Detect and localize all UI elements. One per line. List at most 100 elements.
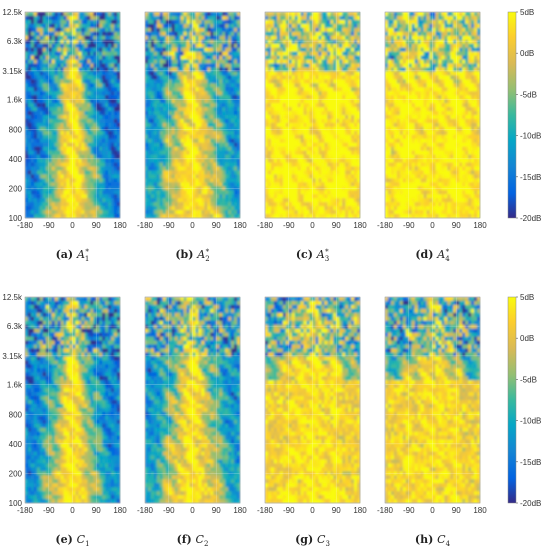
heatmap-cell [213,122,217,128]
heatmap-cell [276,39,281,45]
heatmap-cell [357,95,361,100]
heatmap-cell [117,158,121,163]
heatmap-cell [207,126,211,132]
heatmap-cell [279,182,284,187]
heatmap-cell [111,115,115,120]
heatmap-cell [87,103,91,108]
heatmap-cell [297,95,302,100]
heatmap-cell [225,190,229,195]
heatmap-cell [87,126,91,132]
heatmap-cell [354,99,358,104]
heatmap-cell [273,23,278,29]
heatmap-cell [312,118,316,124]
heatmap-cell [66,19,70,25]
heatmap-cell [237,182,241,187]
heatmap-cell [45,107,50,112]
heatmap-cell [114,87,118,92]
heatmap-cell [159,12,164,17]
heatmap-cell [84,39,88,45]
heatmap-cell [75,174,79,179]
heatmap-cell [216,75,220,80]
heatmap-cell [309,31,313,37]
heatmap-cell [270,91,275,96]
heatmap-cell [25,122,29,128]
heatmap-cell [63,210,67,215]
heatmap-cell [324,79,328,84]
heatmap-cell [48,214,53,219]
heatmap-cell [330,87,334,92]
heatmap-cell [237,79,241,84]
heatmap-cell [321,15,325,21]
heatmap-cell [300,43,304,49]
heatmap-cell [171,63,176,68]
heatmap-cell [159,103,164,108]
heatmap-cell [294,91,299,96]
heatmap-cell [342,71,346,76]
heatmap-cell [354,71,358,76]
heatmap-cell [222,27,226,33]
heatmap-cell [75,35,79,41]
heatmap-cell [69,39,73,45]
heatmap-cell [265,182,269,187]
heatmap-cell [321,146,325,152]
heatmap-cell [111,87,115,92]
heatmap-cell [333,202,337,207]
heatmap-cell [234,170,238,175]
heatmap-cell [145,39,149,45]
heatmap-cell [219,35,223,41]
heatmap-cell [351,111,355,116]
heatmap-cell [195,15,199,21]
heatmap-cell [303,59,307,64]
heatmap-cell [237,146,241,152]
heatmap-cell [90,91,94,96]
heatmap-cell [42,39,47,45]
heatmap-cell [93,15,97,21]
heatmap-cell [156,67,161,72]
heatmap-cell [93,47,97,53]
heatmap-cell [153,126,158,132]
heatmap-cell [279,31,284,37]
heatmap-cell [345,166,349,171]
heatmap-cell [186,59,190,64]
heatmap-cell [39,71,44,76]
heatmap-cell [78,63,82,68]
heatmap-cell [69,63,73,68]
heatmap-cell [108,35,112,41]
heatmap-cell [219,162,223,167]
heatmap-cell [54,162,59,167]
heatmap-cell [159,95,164,100]
heatmap-cell [180,174,184,179]
heatmap-cell [51,162,56,167]
heatmap-cell [147,99,152,104]
heatmap-cell [237,202,241,207]
heatmap-cell [186,19,190,25]
heatmap-cell [300,55,304,60]
heatmap-cell [216,154,220,159]
heatmap-cell [348,202,352,207]
heatmap-cell [48,91,53,96]
heatmap-cell [276,142,281,148]
heatmap-cell [54,146,59,152]
heatmap-cell [234,87,238,92]
heatmap-cell [357,39,361,45]
heatmap-cell [303,206,307,211]
heatmap-cell [330,23,334,29]
heatmap-cell [93,210,97,215]
heatmap-cell [357,59,361,64]
heatmap-cell [69,107,73,112]
heatmap-cell [156,63,161,68]
heatmap-cell [165,122,170,128]
heatmap-cell [216,138,220,144]
heatmap-cell [195,122,199,128]
heatmap-cell [228,130,232,136]
heatmap-cell [357,134,361,140]
heatmap-cell [159,142,164,148]
heatmap-cell [48,118,53,124]
heatmap-cell [33,99,38,104]
heatmap-cell [93,39,97,45]
heatmap-cell [267,15,272,21]
heatmap-cell [357,170,361,175]
x-tick-label: 90 [212,221,221,230]
heatmap-cell [315,190,319,195]
heatmap-cell [84,12,88,17]
